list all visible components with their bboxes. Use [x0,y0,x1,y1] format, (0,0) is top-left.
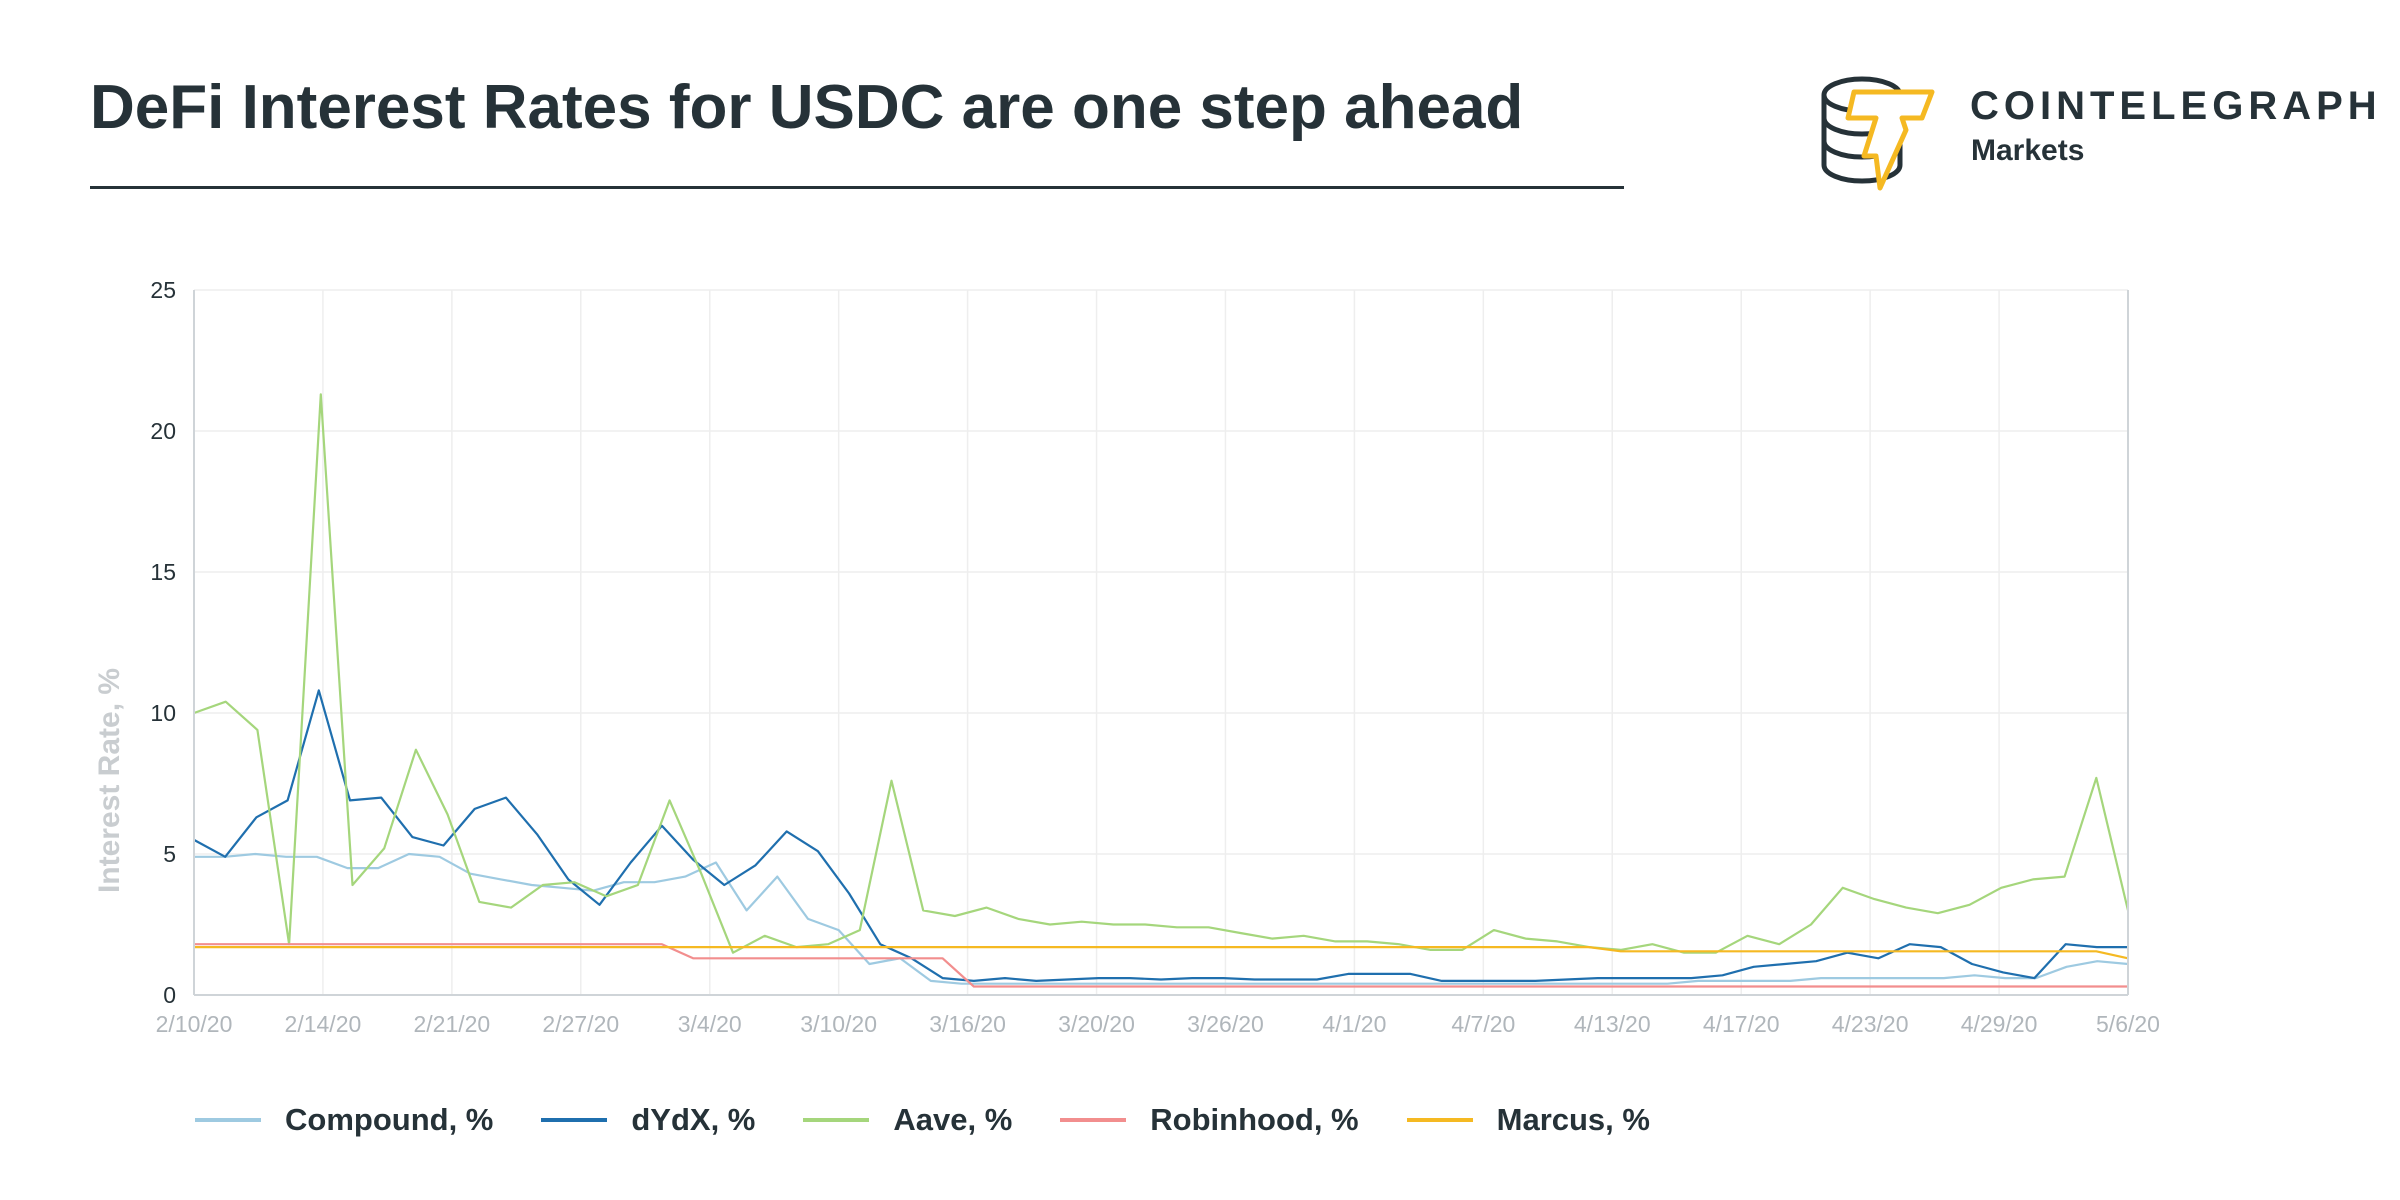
y-tick-label: 0 [163,982,176,1008]
series-line-marcus [194,945,2129,960]
x-tick-label: 4/23/20 [1832,1011,1909,1037]
legend-swatch [541,1118,608,1122]
x-tick-label: 4/1/20 [1322,1011,1386,1037]
legend-label: Robinhood, % [1150,1102,1359,1137]
y-tick-label: 10 [150,700,176,726]
x-tick-label: 2/27/20 [542,1011,619,1037]
x-tick-label: 2/14/20 [285,1011,362,1037]
series-line-aave [193,393,2130,954]
legend-swatch [1406,1118,1473,1122]
series-line-robinhood [194,943,2128,988]
legend-label: Marcus, % [1496,1102,1650,1137]
brand-name: COINTELEGRAPH [1970,84,2382,128]
legend-item-dydx: dYdX, % [541,1102,755,1138]
x-tick-label: 2/10/20 [156,1011,233,1037]
brand-logo: COINTELEGRAPH Markets [1810,70,2377,200]
x-tick-label: 3/26/20 [1187,1011,1264,1037]
x-tick-label: 5/6/20 [2096,1011,2160,1037]
legend-label: dYdX, % [631,1102,756,1137]
y-tick-label: 15 [150,559,176,585]
legend-swatch [195,1118,261,1122]
x-tick-label: 3/10/20 [800,1011,877,1037]
series-line-dydx [193,689,2128,983]
y-tick-label: 20 [150,418,176,444]
y-tick-label: 25 [150,277,176,303]
x-tick-label: 4/29/20 [1961,1011,2038,1037]
x-tick-label: 4/17/20 [1703,1011,1780,1037]
y-axis-title: Interest Rate, % [93,668,126,893]
x-tick-label: 4/7/20 [1451,1011,1515,1037]
legend-item-robinhood: Robinhood, % [1060,1102,1359,1138]
legend-swatch [803,1118,870,1122]
x-tick-label: 3/20/20 [1058,1011,1135,1037]
coin-stack-lightning-icon [1821,76,1935,191]
brand-subtitle: Markets [1971,134,2085,167]
page-title: DeFi Interest Rates for USDC are one ste… [90,73,1524,142]
x-tick-label: 3/16/20 [929,1011,1006,1037]
series-line-compound [194,852,2129,985]
legend-label: Compound, % [285,1102,494,1137]
title-divider [90,186,1624,189]
legend-label: Aave, % [893,1102,1013,1137]
legend-swatch [1060,1118,1127,1122]
y-tick-label: 5 [163,841,176,867]
x-tick-label: 4/13/20 [1574,1011,1651,1037]
x-tick-label: 2/21/20 [413,1011,490,1037]
legend-item-aave: Aave, % [803,1102,1012,1138]
legend-item-compound: Compound, % [195,1102,493,1138]
legend-item-marcus: Marcus, % [1406,1102,1650,1138]
x-tick-label: 3/4/20 [678,1011,742,1037]
chart-legend: Compound, % dYdX, % Aave, % Robinhood, % Mar… [195,1095,1698,1145]
